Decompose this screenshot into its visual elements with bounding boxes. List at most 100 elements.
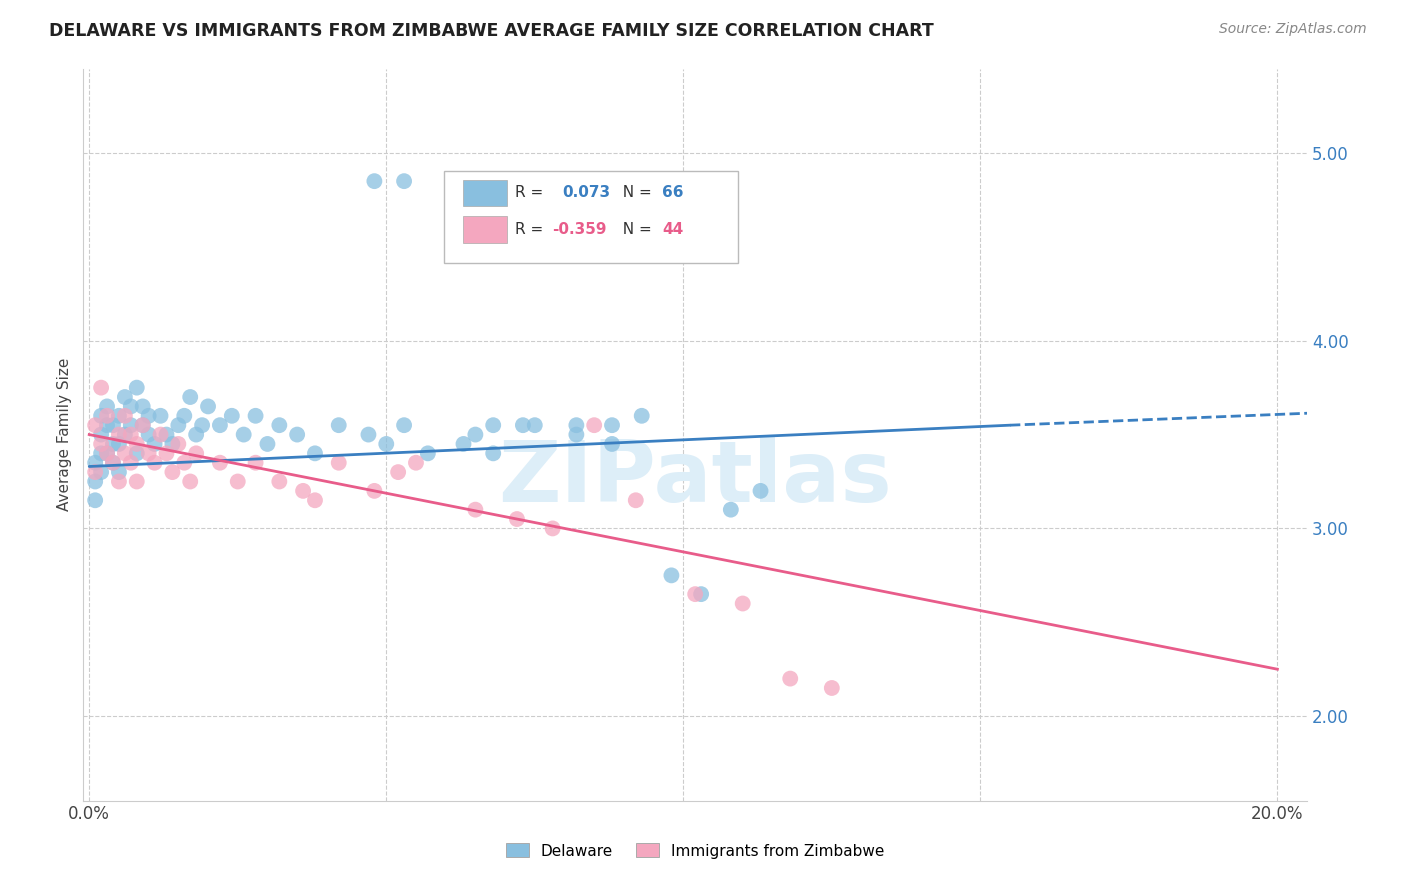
Point [232, 427, 254, 442]
Point [208, 418, 231, 433]
Point [162, 465, 184, 479]
Point [749, 483, 772, 498]
Point [482, 418, 505, 433]
Point [96, 418, 118, 433]
Point [731, 597, 754, 611]
Text: R =: R = [515, 186, 554, 201]
Point [101, 437, 124, 451]
Point [304, 446, 326, 460]
Point [120, 427, 142, 442]
Point [114, 409, 136, 423]
FancyBboxPatch shape [463, 217, 506, 243]
Point [108, 437, 131, 451]
Point [138, 427, 160, 442]
Point [131, 400, 153, 414]
Point [208, 456, 231, 470]
Y-axis label: Average Family Size: Average Family Size [58, 358, 72, 511]
Point [600, 418, 623, 433]
Text: 44: 44 [662, 222, 683, 237]
Point [512, 418, 534, 433]
Point [197, 400, 219, 414]
Text: N =: N = [613, 222, 657, 237]
Point [256, 437, 278, 451]
Point [90, 381, 112, 395]
Point [245, 456, 267, 470]
Point [186, 446, 208, 460]
Point [269, 475, 291, 489]
Point [96, 409, 118, 423]
Point [191, 418, 214, 433]
Point [173, 409, 195, 423]
Text: ZIPatlas: ZIPatlas [498, 437, 891, 520]
Point [138, 446, 160, 460]
Point [226, 475, 249, 489]
Point [155, 427, 177, 442]
Point [84, 418, 107, 433]
Point [523, 418, 546, 433]
Point [482, 446, 505, 460]
Point [108, 465, 131, 479]
Point [84, 456, 107, 470]
Point [96, 400, 118, 414]
Point [108, 475, 131, 489]
Point [173, 456, 195, 470]
Point [155, 446, 177, 460]
FancyBboxPatch shape [444, 171, 738, 262]
Point [600, 437, 623, 451]
Text: Source: ZipAtlas.com: Source: ZipAtlas.com [1219, 22, 1367, 37]
Point [269, 418, 291, 433]
Point [583, 418, 606, 433]
Point [541, 521, 564, 535]
Point [328, 418, 350, 433]
Text: 0.073: 0.073 [562, 186, 610, 201]
Point [125, 446, 148, 460]
Point [125, 475, 148, 489]
FancyBboxPatch shape [463, 180, 506, 206]
Point [179, 390, 201, 404]
Point [167, 418, 190, 433]
Legend: Delaware, Immigrants from Zimbabwe: Delaware, Immigrants from Zimbabwe [498, 836, 893, 866]
Point [149, 409, 172, 423]
Point [821, 681, 844, 695]
Point [392, 418, 415, 433]
Point [101, 456, 124, 470]
Point [683, 587, 706, 601]
Text: 66: 66 [662, 186, 683, 201]
Point [131, 418, 153, 433]
Point [779, 672, 801, 686]
Point [131, 418, 153, 433]
Point [84, 475, 107, 489]
Point [357, 427, 380, 442]
Point [90, 446, 112, 460]
Point [114, 446, 136, 460]
Point [162, 437, 184, 451]
Point [114, 390, 136, 404]
Point [101, 456, 124, 470]
Point [90, 465, 112, 479]
Point [405, 456, 427, 470]
Point [120, 418, 142, 433]
Point [90, 409, 112, 423]
Point [392, 174, 415, 188]
Point [167, 437, 190, 451]
Point [143, 456, 166, 470]
Text: R =: R = [515, 222, 548, 237]
Text: DELAWARE VS IMMIGRANTS FROM ZIMBABWE AVERAGE FAMILY SIZE CORRELATION CHART: DELAWARE VS IMMIGRANTS FROM ZIMBABWE AVE… [49, 22, 934, 40]
Point [506, 512, 529, 526]
Point [624, 493, 647, 508]
Point [464, 502, 486, 516]
Point [125, 381, 148, 395]
Point [101, 418, 124, 433]
Point [720, 502, 742, 516]
Point [84, 465, 107, 479]
Point [387, 465, 409, 479]
Point [375, 437, 398, 451]
Point [179, 475, 201, 489]
Point [565, 427, 588, 442]
Point [120, 400, 142, 414]
Point [565, 418, 588, 433]
Point [120, 456, 142, 470]
Point [285, 427, 308, 442]
Point [90, 437, 112, 451]
Point [661, 568, 683, 582]
